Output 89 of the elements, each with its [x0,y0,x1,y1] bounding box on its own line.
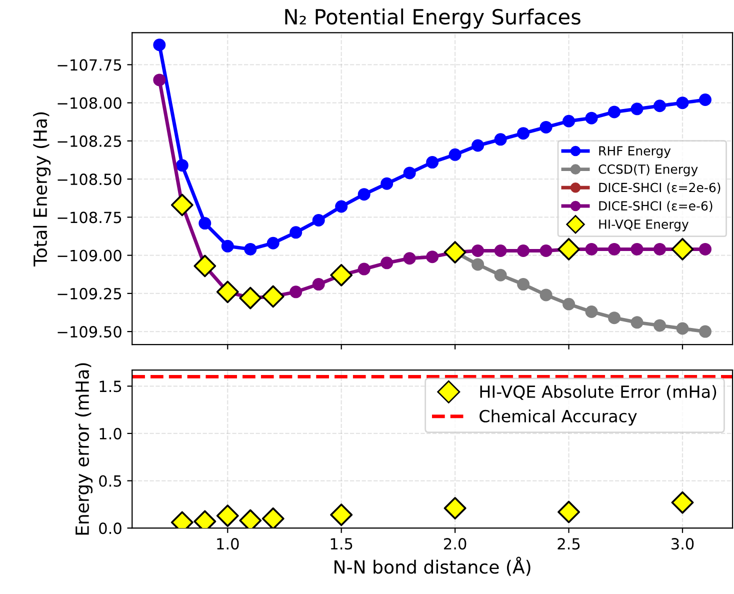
point [585,112,598,124]
point [239,286,262,310]
point [330,264,353,286]
y-tick-label: −108.75 [58,212,122,224]
point [654,242,666,256]
point [426,156,439,169]
point [671,238,694,260]
point [290,226,302,239]
point [153,74,166,86]
point [494,268,507,282]
point [608,106,621,118]
point [266,236,280,250]
point [380,256,394,270]
y-axis-title: Energy error (mHa) [75,363,93,535]
point [517,244,530,257]
y-tick-label: 0.0 [99,522,122,534]
point [244,242,257,256]
point [444,241,466,264]
point [698,94,712,106]
y-axis-title: Total Energy (Ha) [33,112,51,266]
point [198,217,212,230]
point [194,254,216,278]
y-tick-label: −109.25 [58,288,122,300]
point [494,244,507,257]
legend-label: CCSD(T) Energy [598,164,698,176]
point [472,244,484,257]
legend-label: DICE-SHCI (ε=e-6) [599,200,712,212]
chart-title: N₂ Potential Energy Surfaces [285,8,580,29]
point [358,262,370,276]
point [676,96,689,110]
point [358,188,370,201]
x-tick-label: 1.5 [330,538,352,550]
legend-label: Chemical Accuracy [480,410,637,426]
y-tick-label: −108.25 [58,135,122,147]
point [176,159,188,172]
y-tick-label: −107.75 [58,59,122,71]
point [540,120,552,134]
point [698,242,712,256]
y-tick-label: −109.50 [58,326,122,338]
point [698,325,712,338]
point [654,100,666,112]
point [630,316,644,329]
point [262,285,284,308]
point [517,127,530,140]
point [608,242,621,256]
point [540,288,552,302]
y-tick-label: 1.0 [100,428,122,440]
point [403,252,416,265]
point [654,319,666,332]
point [676,322,689,335]
point [558,238,580,260]
point [312,214,325,226]
legend-label: HI-VQE Absolute Error (mHa) [480,385,716,400]
x-tick-label: 3.0 [672,538,694,550]
point [335,200,348,213]
point [216,280,239,304]
legend-label: RHF Energy [599,146,671,158]
point [630,242,644,256]
x-axis-title: N-N bond distance (Å) [334,556,530,576]
y-tick-label: 1.5 [100,380,122,392]
point [562,298,576,310]
x-tick-label: 2.0 [444,538,466,550]
point [448,148,462,161]
y-tick-label: −108.00 [58,97,122,109]
point [153,38,166,52]
point [472,139,484,152]
point [494,133,507,146]
y-tick-label: 0.5 [99,475,122,487]
point [221,240,234,252]
legend-label: HI-VQE Energy [599,219,689,232]
point [630,102,644,116]
legend-label: DICE-SHCI (ε=2e-6) [599,182,720,194]
point [380,177,394,190]
y-tick-label: −108.50 [58,174,122,186]
x-tick-label: 1.0 [217,538,239,550]
point [403,166,416,180]
point [540,244,552,257]
x-tick-label: 2.5 [558,538,580,550]
point [426,250,439,264]
y-tick-label: −109.00 [58,250,122,262]
point [170,194,194,216]
point [290,286,302,298]
point [517,278,530,291]
point [585,305,598,318]
point [608,312,621,324]
point [472,258,484,271]
point [585,242,598,256]
point [562,114,576,128]
point [312,278,325,291]
